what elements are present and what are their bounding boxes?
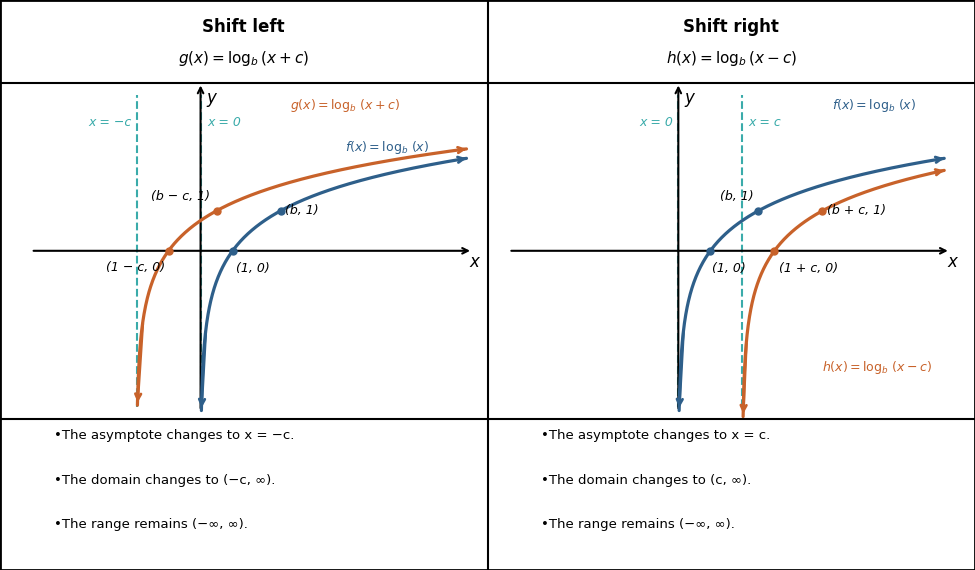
Text: Shift right: Shift right [683,18,779,36]
Text: y: y [207,89,216,107]
Text: (1, 0): (1, 0) [712,262,746,275]
Text: x = 0: x = 0 [207,116,241,129]
Text: x: x [470,253,480,271]
Text: •The asymptote changes to x = c.: •The asymptote changes to x = c. [541,429,770,442]
Text: •The domain changes to (c, ∞).: •The domain changes to (c, ∞). [541,474,752,487]
Text: (1 + c, 0): (1 + c, 0) [779,262,838,275]
Text: Shift left: Shift left [203,18,285,36]
Text: x = −c: x = −c [89,116,132,129]
Text: $g(x) = \log_b(x + c)$: $g(x) = \log_b(x + c)$ [178,49,309,68]
Text: $h(x) = \log_b\,(x - c)$: $h(x) = \log_b\,(x - c)$ [823,359,932,376]
Text: (b, 1): (b, 1) [720,190,754,203]
Text: x = c: x = c [749,116,782,129]
Text: (b − c, 1): (b − c, 1) [151,190,211,203]
Text: (b + c, 1): (b + c, 1) [827,204,886,217]
Text: $f(x) = \log_b\,(x)$: $f(x) = \log_b\,(x)$ [345,139,429,156]
Text: x = 0: x = 0 [640,116,674,129]
Text: •The range remains (−∞, ∞).: •The range remains (−∞, ∞). [54,518,248,531]
Text: •The domain changes to (−c, ∞).: •The domain changes to (−c, ∞). [54,474,275,487]
Text: •The range remains (−∞, ∞).: •The range remains (−∞, ∞). [541,518,735,531]
Text: $f(x) = \log_b\,(x)$: $f(x) = \log_b\,(x)$ [832,97,916,113]
Text: •The asymptote changes to x = −c.: •The asymptote changes to x = −c. [54,429,294,442]
Text: x: x [948,253,957,271]
Text: (1 − c, 0): (1 − c, 0) [106,261,166,274]
Text: (b, 1): (b, 1) [286,204,319,217]
Text: (1, 0): (1, 0) [236,262,269,275]
Text: $g(x) = \log_b\,(x + c)$: $g(x) = \log_b\,(x + c)$ [291,97,400,113]
Text: $h(x) = \log_b(x - c)$: $h(x) = \log_b(x - c)$ [666,49,797,68]
Text: y: y [684,89,694,107]
